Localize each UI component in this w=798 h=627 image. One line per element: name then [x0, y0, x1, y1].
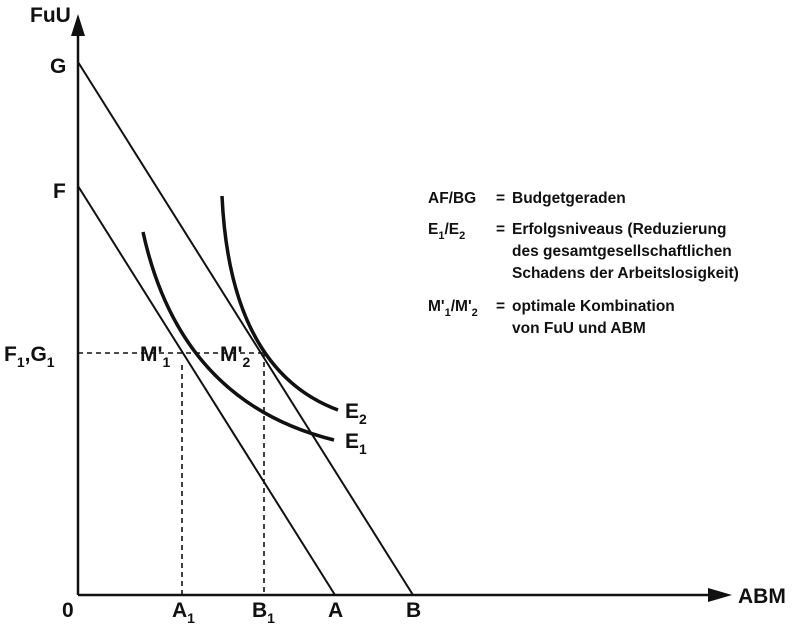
x-tick-b1: B1 — [252, 599, 275, 626]
legend-text-optimum-2: von FuU und ABM — [512, 320, 646, 337]
point-m1-label: M'1 — [140, 343, 171, 370]
curve-e2 — [220, 195, 339, 412]
y-tick-g: G — [50, 55, 66, 78]
x-tick-b: B — [406, 599, 421, 622]
y-axis-arrow — [71, 14, 85, 36]
y-axis-label: FuU — [30, 4, 71, 27]
legend-key-success: E1/E2 — [428, 221, 465, 242]
point-m2-label: M'2 — [220, 343, 251, 370]
legend-text-success-1: Erfolgsniveaus (Reduzierung — [512, 221, 726, 238]
origin-label: 0 — [62, 599, 74, 622]
budget-line-af — [77, 185, 336, 596]
legend-eq-budget: = — [496, 190, 505, 207]
y-tick-f: F — [53, 180, 66, 203]
legend-eq-optimum: = — [496, 298, 505, 315]
legend-text-success-2: des gesamtgesellschaftlichen — [512, 243, 732, 260]
curve-e1-label: E1 — [345, 430, 367, 457]
legend: AF/BG = Budgetgeraden E1/E2 = Erfolgsniv… — [428, 190, 739, 337]
legend-text-success-3: Schadens der Arbeitslosigkeit) — [512, 265, 739, 282]
legend-eq-success: = — [496, 221, 505, 238]
legend-text-budget: Budgetgeraden — [512, 190, 626, 207]
legend-key-budget: AF/BG — [428, 190, 476, 207]
x-axis-arrow — [708, 588, 732, 602]
budget-line-bg — [77, 61, 414, 596]
x-tick-a: A — [328, 599, 343, 622]
x-axis-label: ABM — [738, 585, 786, 608]
x-tick-a1: A1 — [172, 599, 195, 626]
legend-key-optimum: M'1/M'2 — [428, 298, 478, 319]
curve-e1 — [141, 231, 335, 442]
legend-text-optimum-1: optimale Kombination — [512, 298, 675, 315]
y-tick-f1g1: F1,G1 — [4, 343, 55, 370]
curve-e2-label: E2 — [345, 400, 367, 427]
